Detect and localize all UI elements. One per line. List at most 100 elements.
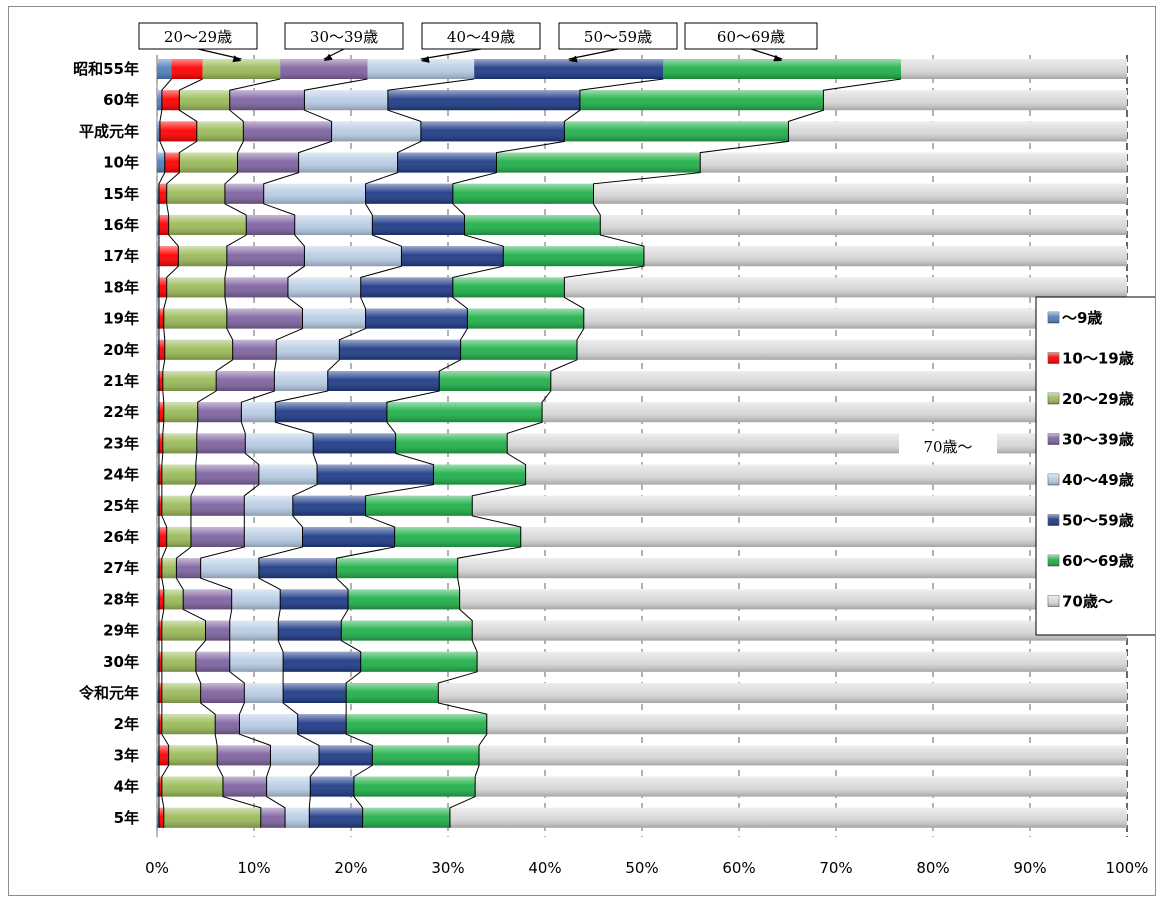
bar-segment-shine [157,589,159,610]
bar-segment-shine [158,339,165,360]
bar-segment-shine [158,589,164,610]
bar-segment-shine [168,215,247,235]
x-tick-label: 20% [334,859,367,877]
bar-segment-shine [168,745,218,766]
category-label: 4年 [114,778,139,796]
category-label: 24年 [103,466,139,484]
bar-segment-shine [224,277,288,298]
bar-segment-shine [365,495,473,516]
legend-label: 70歳～ [1062,593,1113,611]
category-label: 23年 [103,434,139,452]
category-label: 16年 [103,216,139,234]
bar-segment-shine [158,776,162,797]
legend-swatch-shine [1048,595,1059,607]
callout-arrow [420,48,482,60]
bar-segment-shine [313,433,396,454]
series-connector [200,78,368,828]
bar-segment-shine [166,277,225,298]
bar-segment-shine [318,745,373,766]
category-label: 平成元年 [79,122,139,140]
bar-segment-shine [294,215,373,235]
category-label: 5年 [114,809,139,827]
callout-arrow [568,48,619,60]
bar-segment-shine [162,433,197,454]
bar-segment-shine [171,59,203,79]
bar-segment-shine [158,745,169,766]
bar-segment-shine [245,433,314,454]
bar-segment-shine [205,620,230,641]
x-tick-label: 10% [237,859,270,877]
bar-segment-shine [157,620,159,641]
bar-segment-shine [520,527,1127,547]
bar-segment-shine [229,90,305,111]
bar-segment-shine [302,527,395,547]
x-tick-label: 50% [625,859,658,877]
category-label: 20年 [103,341,139,359]
bar-segment-shine [700,152,1127,173]
bar-segment-shine [163,807,261,828]
callout-label: 70歳～ [923,438,972,456]
category-label: 令和元年 [79,684,139,702]
bar-segment-shine [372,215,465,235]
bar-segment-shine [278,620,342,641]
series-connector [437,78,902,828]
category-label: 27年 [103,559,139,577]
bar-segment-shine [395,433,508,454]
bar-segment-shine [507,433,1127,454]
legend-swatch-shine [1048,433,1059,445]
bar-segment-shine [542,402,1127,423]
bar-segment-shine [564,121,789,142]
callout-label: 30～39歳 [310,28,378,46]
bar-segment-shine [460,339,578,360]
bar-segment-shine [360,277,453,298]
category-label: 60年 [103,91,139,109]
bar-segment-shine [157,807,159,828]
bar-segment-shine [464,215,601,235]
bar-segment-shine [304,90,388,111]
bar-segment-shine [157,215,159,235]
bar-segment-shine [161,90,180,111]
bar-segment-shine [158,371,163,391]
bar-segment-shine [387,90,580,111]
bar-segment-shine [179,90,230,111]
bar-segment-shine [317,464,434,485]
bar-segment-shine [224,183,264,204]
bar-segment-shine [302,308,366,329]
category-label: 15年 [103,185,139,203]
legend-label: ～9歳 [1062,309,1102,327]
bar-segment-shine [197,402,242,423]
bar-segment-shine [158,433,163,454]
legend-label: 30～39歳 [1062,431,1134,449]
bar-segment-shine [397,152,497,173]
bar-segment-shine [158,277,167,298]
bar-segment-shine [475,776,1127,797]
bar-segment-shine [503,246,644,267]
bar-segment-shine [593,183,1127,204]
bar-segment-shine [339,339,461,360]
bar-segment-shine [161,776,223,797]
bar-segment-shine [158,215,169,235]
bar-segment-shine [161,495,191,516]
bar-segment-shine [161,714,216,735]
bar-segment-shine [346,683,439,703]
bar-segment-shine [365,308,468,329]
connectors-layer [158,78,902,828]
bars-layer [157,59,1128,828]
x-tick-label: 60% [722,859,755,877]
bar-segment-shine [179,152,238,173]
bar-segment-shine [158,183,167,204]
bar-segment-shine [166,527,191,547]
bar-segment-shine [310,776,354,797]
x-tick-label: 40% [528,859,561,877]
bar-segment-shine [292,495,366,516]
bar-segment-shine [232,339,277,360]
callout-label: 60～69歳 [717,28,785,46]
bar-segment-shine [577,339,1127,360]
bar-segment-shine [263,183,366,204]
bar-segment-shine [161,651,196,672]
bar-segment-shine [401,246,504,267]
bar-segment-shine [158,246,179,267]
bar-segment-shine [274,371,328,391]
bar-segment-shine [158,308,164,329]
bar-segment-shine [190,527,245,547]
